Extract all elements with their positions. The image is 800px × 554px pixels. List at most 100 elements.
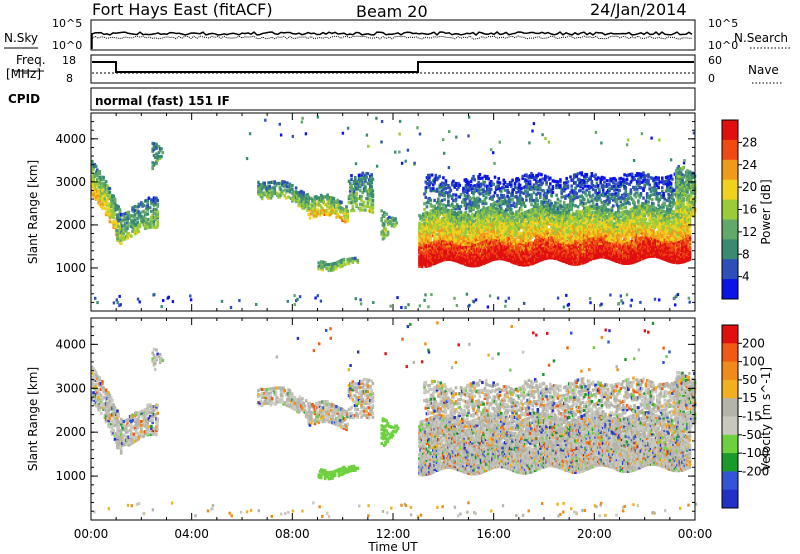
data-cell	[513, 238, 517, 242]
data-cell	[156, 216, 159, 220]
data-cell	[97, 193, 100, 197]
data-cell	[267, 194, 270, 199]
data-cell	[306, 193, 309, 197]
data-cell	[156, 210, 159, 214]
data-cell	[94, 188, 98, 192]
data-cell	[355, 193, 358, 197]
data-cell	[106, 207, 109, 211]
data-cell	[118, 219, 122, 223]
data-cell	[362, 187, 366, 191]
data-cell	[146, 224, 149, 228]
data-cell	[564, 233, 567, 237]
data-cell	[265, 191, 269, 195]
data-cell	[146, 212, 149, 216]
data-cell	[366, 191, 370, 195]
data-cell	[340, 216, 343, 220]
data-cell	[361, 177, 365, 181]
data-cell	[323, 264, 327, 268]
data-cell	[362, 208, 366, 212]
data-cell	[294, 192, 298, 196]
data-cell	[292, 190, 295, 194]
data-cell	[291, 184, 294, 188]
data-cell	[156, 156, 159, 160]
data-cell	[286, 181, 289, 185]
data-cell	[366, 172, 370, 176]
data-cell	[152, 142, 156, 146]
data-cell	[364, 204, 367, 208]
data-cell	[92, 178, 95, 183]
data-cell	[150, 202, 153, 206]
data-cell	[438, 259, 441, 263]
data-cell	[257, 190, 260, 194]
data-cell	[101, 206, 104, 210]
data-cell	[108, 196, 112, 200]
data-cell	[92, 177, 95, 181]
station-title: Fort Hays East (fitACF)	[92, 0, 273, 19]
data-cell	[150, 217, 153, 221]
data-cell	[294, 198, 298, 202]
data-cell	[273, 188, 277, 192]
data-cell	[386, 232, 390, 236]
data-cell	[108, 212, 112, 216]
data-cell	[520, 231, 523, 235]
data-cell	[98, 171, 102, 176]
data-cell	[126, 236, 129, 240]
data-cell	[274, 184, 278, 188]
data-cell	[262, 191, 265, 195]
data-cell	[365, 189, 368, 193]
data-cell	[333, 261, 337, 265]
data-cell	[108, 191, 112, 195]
data-cell	[371, 200, 375, 205]
data-cell	[326, 197, 329, 201]
data-cell	[384, 229, 387, 233]
data-cell	[268, 185, 271, 189]
data-cell	[260, 187, 264, 191]
data-cell	[155, 208, 158, 212]
data-cell	[391, 216, 395, 220]
data-cell	[356, 260, 360, 264]
data-cell	[342, 257, 346, 261]
data-cell	[361, 191, 365, 195]
data-cell	[369, 197, 372, 202]
data-cell	[94, 164, 98, 168]
data-cell	[137, 229, 141, 233]
data-cell	[268, 186, 271, 191]
data-cell	[101, 204, 104, 208]
data-cell	[312, 215, 316, 219]
data-cell	[371, 210, 375, 214]
data-cell	[418, 247, 421, 251]
data-cell	[151, 161, 154, 165]
data-cell	[349, 181, 352, 185]
data-cell	[533, 224, 537, 228]
data-cell	[118, 208, 122, 212]
data-cell	[317, 202, 321, 206]
data-cell	[102, 177, 105, 181]
data-cell	[367, 199, 371, 203]
data-cell	[357, 175, 361, 179]
data-cell	[146, 204, 149, 208]
data-cell	[133, 208, 137, 213]
data-cell	[96, 168, 99, 172]
data-cell	[313, 199, 317, 203]
data-cell	[128, 213, 132, 218]
data-cell	[371, 206, 375, 210]
data-cell	[455, 227, 459, 231]
data-cell	[331, 262, 334, 266]
nsky-panel: N.Sky 10^5 10^0 10^5 10^0 N.Search	[4, 17, 790, 52]
data-cell	[386, 230, 390, 234]
data-cell	[151, 209, 154, 214]
data-cell	[111, 221, 114, 225]
cpid-panel: CPID normal (fast) 151 IF	[8, 87, 696, 111]
data-cell	[262, 185, 265, 189]
data-cell	[364, 179, 367, 183]
data-cell	[317, 200, 321, 204]
data-cell	[118, 225, 122, 229]
data-cell	[288, 190, 292, 194]
data-cell	[263, 183, 266, 187]
data-cell	[111, 215, 114, 219]
data-cell	[268, 190, 271, 194]
data-cell	[92, 180, 95, 184]
data-cell	[125, 229, 128, 233]
data-cell	[98, 170, 102, 174]
data-cell	[380, 217, 383, 221]
